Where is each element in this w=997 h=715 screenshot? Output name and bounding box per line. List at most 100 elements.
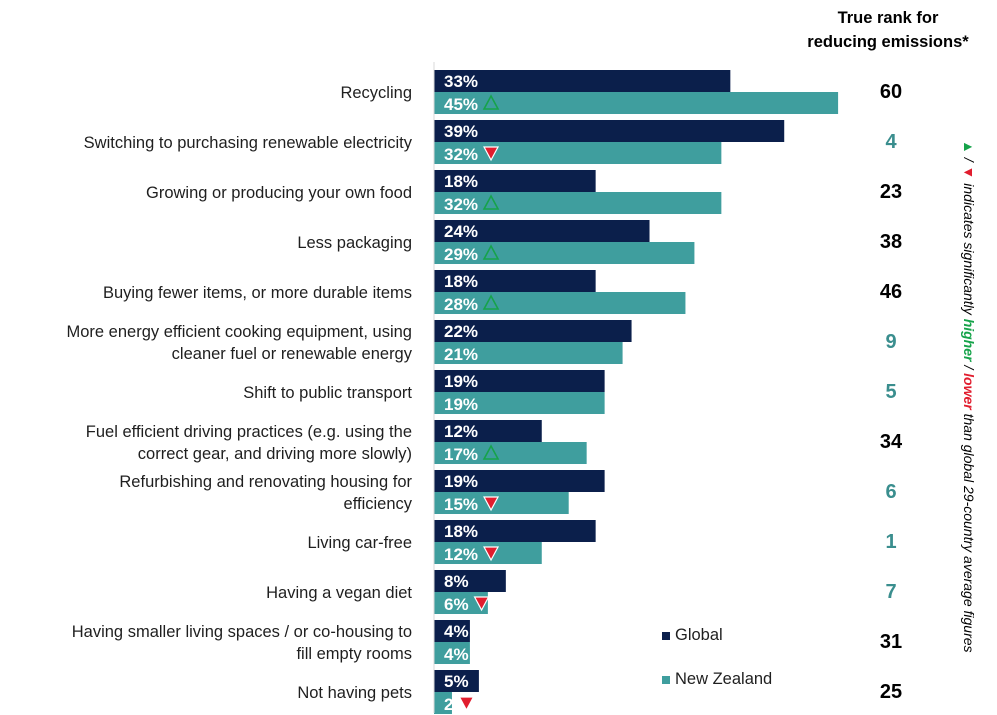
- true-rank-value: 5: [885, 381, 896, 403]
- true-rank-value: 23: [880, 181, 902, 203]
- category-label: Having a vegan diet: [266, 584, 412, 602]
- lower-triangle-icon: [458, 696, 475, 712]
- bar-global-value: 12%: [444, 422, 478, 441]
- bar-global-value: 4%: [444, 622, 469, 641]
- bar-global-value: 18%: [444, 522, 478, 541]
- legend: Global New Zealand: [662, 626, 772, 688]
- bar-global-value: 18%: [444, 272, 478, 291]
- true-rank-value: 31: [880, 631, 902, 653]
- true-rank-value: 25: [880, 681, 902, 703]
- higher-triangle-icon: [482, 94, 500, 110]
- category-row: Switching to purchasing renewable electr…: [84, 120, 897, 164]
- bar-new-zealand: [434, 642, 470, 664]
- bar-global: [434, 570, 506, 592]
- category-row: Having smaller living spaces / or co-hou…: [72, 620, 902, 664]
- bar-new-zealand: [434, 392, 605, 414]
- category-label: Living car-free: [307, 534, 412, 552]
- true-rank-value: 38: [880, 231, 902, 253]
- bar-new-zealand: [434, 492, 569, 514]
- higher-triangle-icon: [482, 194, 500, 210]
- bar-new-zealand-value: 32%: [444, 145, 478, 164]
- legend-swatch: [662, 676, 670, 684]
- category-row: Fuel efficient driving practices (e.g. u…: [86, 420, 903, 464]
- lower-triangle-icon: [483, 496, 500, 512]
- lower-triangle-icon: [483, 146, 500, 162]
- category-row: Living car-free 18% 12% 1: [307, 520, 897, 564]
- category-row: Recycling 33% 45% 60: [340, 70, 902, 114]
- bar-global-value: 24%: [444, 222, 478, 241]
- bar-new-zealand: [434, 442, 587, 464]
- bar-global: [434, 270, 596, 292]
- bar-global-value: 33%: [444, 72, 478, 91]
- note-part: higher: [961, 319, 977, 363]
- category-row: More energy efficient cooking equipment,…: [67, 320, 897, 364]
- bar-global: [434, 320, 632, 342]
- lower-triangle-icon: [473, 596, 490, 612]
- true-rank-value: 60: [880, 81, 902, 103]
- rank-header-line: reducing emissions*: [807, 33, 969, 51]
- category-label: Switching to purchasing renewable electr…: [84, 134, 413, 152]
- bar-global-value: 22%: [444, 322, 478, 341]
- bar-global-value: 39%: [444, 122, 478, 141]
- category-row: Refurbishing and renovating housing for e…: [119, 470, 897, 514]
- bar-new-zealand-value: 32%: [444, 195, 478, 214]
- legend-label: Global: [675, 626, 723, 644]
- true-rank-value: 6: [885, 481, 896, 503]
- true-rank-value: 1: [885, 531, 896, 553]
- bar-global: [434, 370, 605, 392]
- bar-global: [434, 70, 731, 92]
- category-label: Recycling: [340, 84, 412, 102]
- category-label: More energy efficient cooking equipment,…: [67, 323, 413, 341]
- note-part: indicates significantly: [961, 179, 977, 318]
- higher-triangle-icon: [482, 294, 500, 310]
- bar-new-zealand-value: 17%: [444, 445, 478, 464]
- category-row: Shift to public transport 19% 19% 5: [243, 370, 897, 414]
- significance-note: ▲ / ▼ indicates significantly higher / l…: [961, 140, 977, 653]
- category-label: Shift to public transport: [243, 384, 412, 402]
- bar-global-value: 8%: [444, 572, 469, 591]
- category-row: Less packaging 24% 29% 38: [297, 220, 902, 264]
- bar-global-value: 19%: [444, 372, 478, 391]
- bar-new-zealand: [434, 242, 695, 264]
- note-part: /: [961, 154, 977, 166]
- lower-triangle-icon: [483, 546, 500, 562]
- category-label: Less packaging: [297, 234, 412, 252]
- category-row: Having a vegan diet 8% 6% 7: [266, 570, 897, 614]
- bar-new-zealand: [434, 342, 623, 364]
- higher-triangle-icon: [482, 244, 500, 260]
- legend-label: New Zealand: [675, 670, 772, 688]
- bar-new-zealand-value: 12%: [444, 545, 478, 564]
- category-label: Having smaller living spaces / or co-hou…: [72, 623, 412, 641]
- category-label: Buying fewer items, or more durable item…: [103, 284, 412, 302]
- bar-new-zealand-value: 28%: [444, 295, 478, 314]
- category-label: Growing or producing your own food: [146, 184, 412, 202]
- true-rank-value: 46: [880, 281, 902, 303]
- note-part: lower: [961, 373, 977, 411]
- bar-new-zealand: [434, 192, 722, 214]
- bar-global: [434, 220, 650, 242]
- significance-note-text: ▲ / ▼ indicates significantly higher / l…: [961, 140, 977, 653]
- bar-global-value: 19%: [444, 472, 478, 491]
- category-label: Refurbishing and renovating housing for: [119, 473, 412, 491]
- bar-global: [434, 420, 542, 442]
- bar-global-value: 18%: [444, 172, 478, 191]
- bar-new-zealand-value: 29%: [444, 245, 478, 264]
- bar-new-zealand-value: 6%: [444, 595, 469, 614]
- bar-new-zealand-value: 21%: [444, 345, 478, 364]
- bar-global: [434, 670, 479, 692]
- category-row: Growing or producing your own food 18% 32%…: [146, 170, 902, 214]
- bar-new-zealand-value: 2: [444, 695, 453, 714]
- bar-new-zealand-value: 45%: [444, 95, 478, 114]
- note-part: than global 29-country average figures: [961, 410, 977, 653]
- note-part: ▲: [961, 140, 977, 154]
- rank-column-header: True rank for reducing emissions*: [807, 9, 969, 51]
- bar-global: [434, 120, 785, 142]
- rank-header-line: True rank for: [838, 9, 939, 27]
- bar-global: [434, 620, 470, 642]
- bar-global: [434, 470, 605, 492]
- higher-triangle-icon: [482, 444, 500, 460]
- bar-global-value: 5%: [444, 672, 469, 691]
- bar-new-zealand: [434, 92, 839, 114]
- bar-global: [434, 170, 596, 192]
